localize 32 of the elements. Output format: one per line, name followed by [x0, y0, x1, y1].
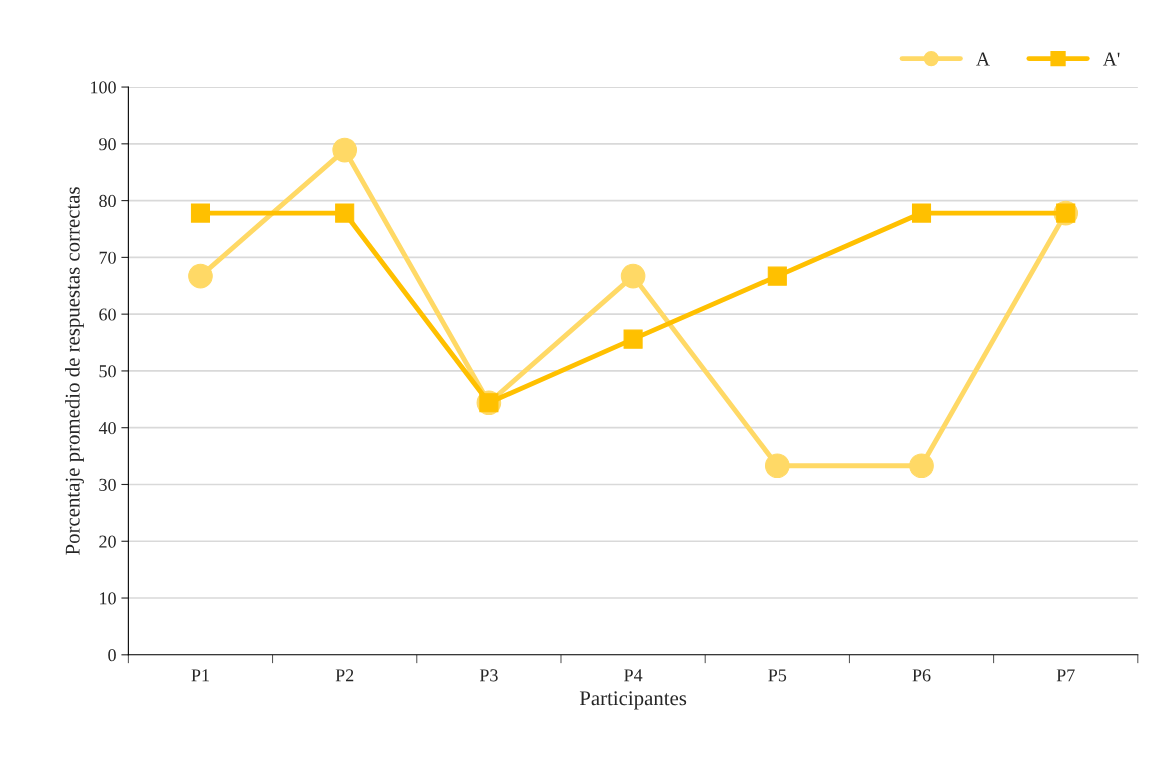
legend-label: A — [976, 52, 990, 66]
point — [190, 203, 211, 223]
y-tick-label: 50 — [99, 365, 116, 378]
x-tick-label: P4 — [624, 669, 643, 682]
x-tick-label: P7 — [1056, 669, 1075, 682]
point — [332, 137, 358, 163]
y-tick-label: 70 — [99, 251, 116, 264]
y-tick-label: 80 — [99, 194, 116, 208]
y-tick-label: 40 — [98, 421, 116, 435]
point — [909, 453, 934, 479]
y-tick-label: 60 — [99, 308, 116, 321]
y-tick-label: 10 — [100, 592, 116, 605]
point — [620, 263, 646, 289]
point — [911, 203, 932, 223]
y-tick-label: 30 — [99, 478, 116, 491]
x-tick-label: P5 — [768, 669, 787, 682]
point — [767, 266, 787, 286]
x-tick-label: P1 — [191, 669, 209, 682]
x-axis-title: Participantes — [579, 691, 687, 710]
y-tick-label: 0 — [108, 649, 116, 662]
point — [188, 263, 213, 289]
y-tick-label: 90 — [99, 138, 116, 151]
y-tick-label: 100 — [91, 81, 116, 94]
x-tick-label: P3 — [479, 669, 498, 682]
y-tick-label: 20 — [99, 535, 116, 548]
x-tick-label: P6 — [912, 669, 931, 682]
point — [623, 329, 643, 349]
point — [764, 453, 790, 479]
x-tick-label: P2 — [335, 669, 354, 682]
legend-label: A' — [1102, 52, 1120, 66]
point — [335, 203, 355, 223]
y-axis-title: Porcentaje promedio de respuestas correctas — [65, 187, 84, 555]
